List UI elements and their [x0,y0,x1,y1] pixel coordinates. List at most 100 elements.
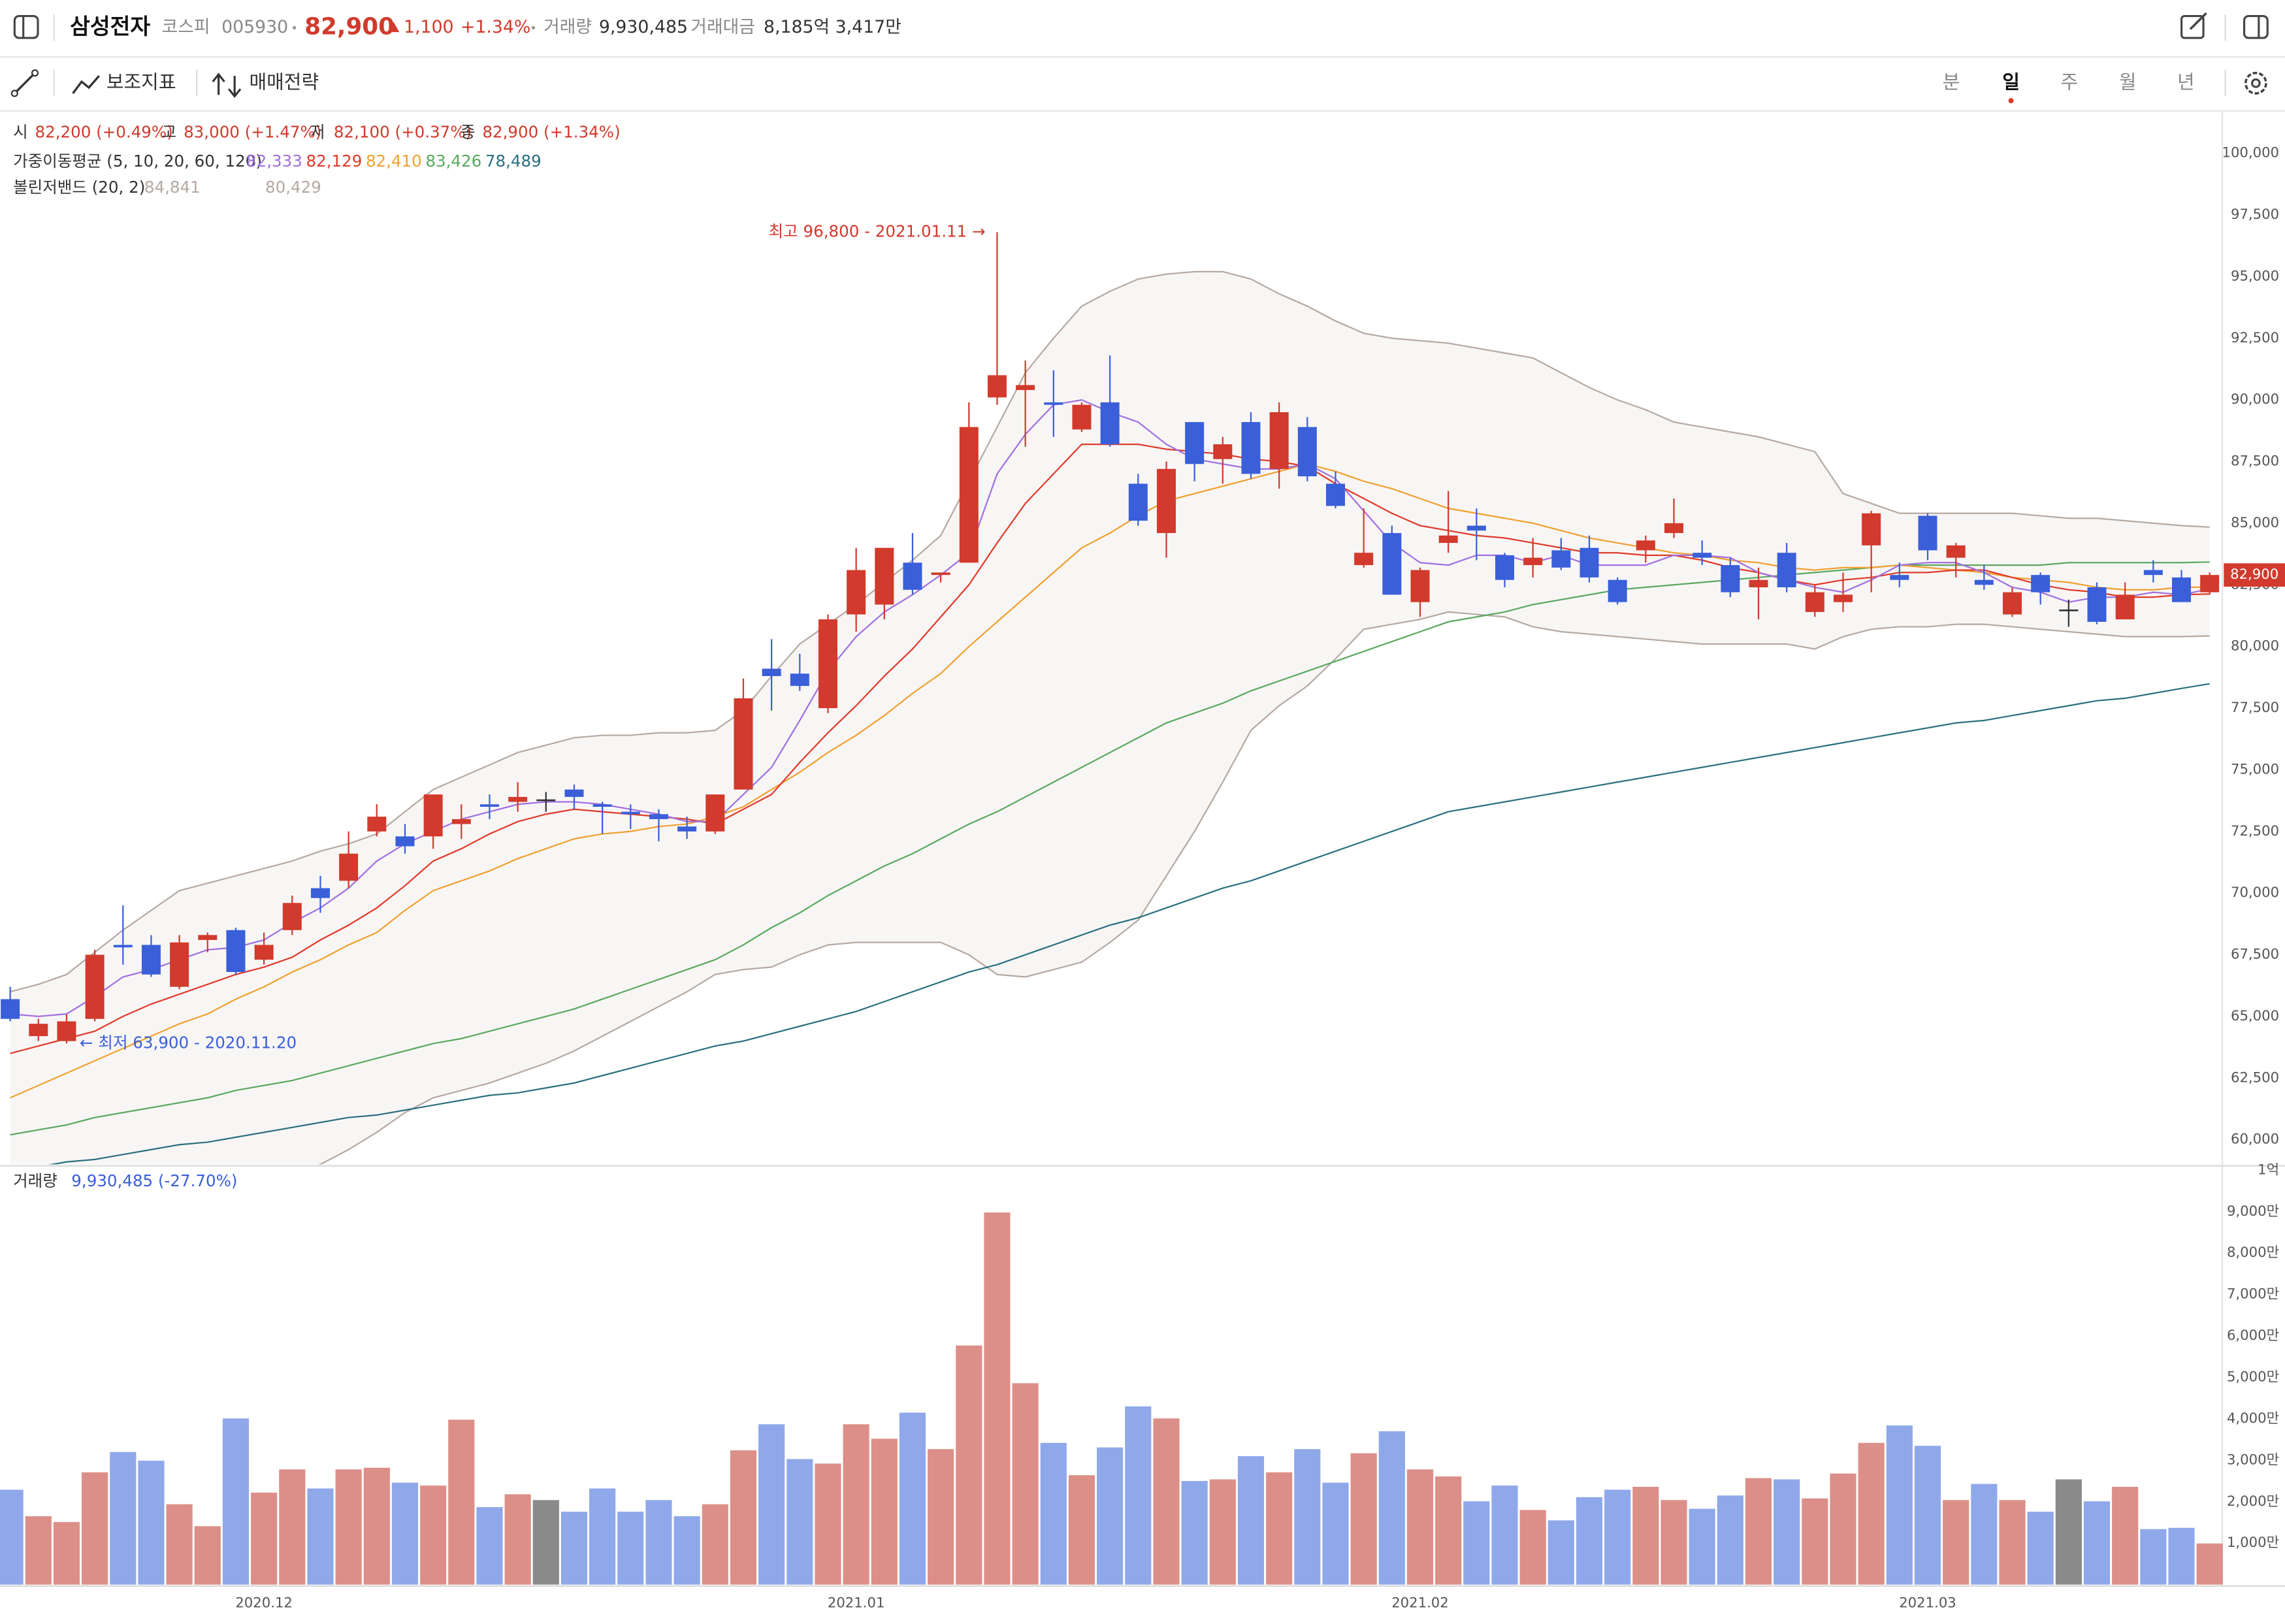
candle-body [1946,545,1966,558]
y-tick-label: 67,500 [2231,946,2279,962]
volume-bar [251,1492,278,1585]
candle-body [734,698,753,790]
volume-bar [138,1461,165,1585]
volume-bar [1745,1478,1772,1585]
candle-body [423,794,443,837]
ma-line [10,561,2210,1136]
y-tick-label: 87,500 [2231,453,2279,469]
candle-body [875,547,894,605]
volume-bar [222,1418,250,1585]
legend-value: 82,900 (+1.34%) [482,122,620,141]
stock-name: 삼성전자 [70,14,150,39]
volume-bar [363,1467,390,1585]
volume-tick-label: 5,000만 [2227,1369,2279,1385]
volume-bar [335,1469,362,1585]
volume-bar [1519,1510,1546,1585]
volume-bar [1774,1479,1800,1585]
price-tag [2224,563,2285,587]
volume-bar [1830,1473,1856,1585]
period-tab[interactable]: 년 [2177,71,2195,93]
volume-bar [476,1507,503,1585]
icon-dot [10,89,18,97]
candle-body [621,811,640,815]
amount: 8,185억 3,417만 [764,17,901,37]
candle-body [1241,422,1261,474]
volume-bar [1266,1472,1293,1585]
indicator-icon [72,75,100,94]
settings-button[interactable] [2244,71,2267,95]
icon-dot [31,69,39,77]
sidebar-toggle[interactable] [13,15,39,39]
bollinger-legend-value: 80,429 [265,178,321,197]
period-tab[interactable]: 주 [2060,71,2078,93]
volume-bar [110,1452,137,1585]
candle-body [1777,553,1796,588]
candle-body [649,814,668,819]
panel-toggle[interactable] [2243,15,2269,39]
candle-body [1410,570,1430,602]
candle-body [847,570,866,615]
volume-tick-label: 7,000만 [2227,1286,2279,1302]
volume-bar [1153,1418,1180,1585]
candle-body [395,836,415,847]
volume-tick-label: 2,000만 [2227,1493,2279,1509]
volume-bar [1661,1500,1687,1585]
volume-bar [956,1345,982,1585]
volume-legend-value: 9,930,485 (-27.70%) [71,1171,237,1190]
candle-body [677,826,697,832]
volume-bar [645,1500,672,1585]
y-tick-label: 97,500 [2231,206,2279,222]
volume-bar [53,1521,80,1585]
bollinger-lower [318,611,2210,1165]
draw-tool[interactable] [14,72,36,95]
candle-body [1,999,20,1019]
candle-body [1044,402,1063,405]
candle-body [1523,557,1543,566]
volume-bar [532,1500,559,1585]
ma-legend-value: 78,489 [485,152,542,171]
candle-body [1805,592,1824,612]
candle-body [705,794,725,832]
volume-bar [1858,1442,1885,1585]
high-annotation: 최고 96,800 - 2021.01.11 → [769,221,986,240]
edit-button[interactable] [2180,15,2205,39]
candle-body [451,819,471,824]
price-plot [1,232,2220,1165]
candle-body [1467,525,1486,531]
candle-body [592,804,612,807]
candle-body [536,799,556,802]
candle-body [1156,468,1176,533]
candle-body [1693,553,1712,558]
volume-bar [1237,1456,1265,1585]
indicators-button[interactable]: 보조지표 [106,71,176,93]
period-tab[interactable]: 월 [2119,71,2137,93]
period-tab[interactable]: 분 [1943,71,1960,93]
candle-body [198,935,218,940]
candle-body [113,945,133,948]
volume-bar [1378,1431,1405,1585]
candle-body [141,945,161,975]
y-tick-label: 75,000 [2231,760,2279,777]
change-pct: +1.34% [461,17,530,37]
ma-legend-value: 83,426 [425,152,481,171]
ma-legend: 가중이동평균 (5, 10, 20, 60, 120) [13,152,262,171]
volume-bar [1012,1383,1039,1585]
y-tick-label: 85,000 [2231,514,2279,530]
legend-value: 82,100 (+0.37%) [334,122,472,141]
candle-body [170,942,189,987]
period-tab-active[interactable]: 일 [2002,71,2020,93]
candle-body [2200,575,2220,593]
y-tick-label: 65,000 [2231,1007,2279,1024]
volume-bar [420,1486,447,1585]
volume-bar [2027,1512,2054,1585]
volume-bar [786,1459,813,1585]
strategy-button[interactable]: 매매전략 [249,71,319,93]
candle-body [1608,579,1627,602]
volume-bar [1463,1501,1490,1585]
ma-legend-value: 82,333 [246,152,302,171]
volume-bar [1689,1508,1715,1585]
candle-body [1213,444,1233,459]
volume-bar [504,1494,531,1585]
volume-bar [1548,1520,1574,1585]
